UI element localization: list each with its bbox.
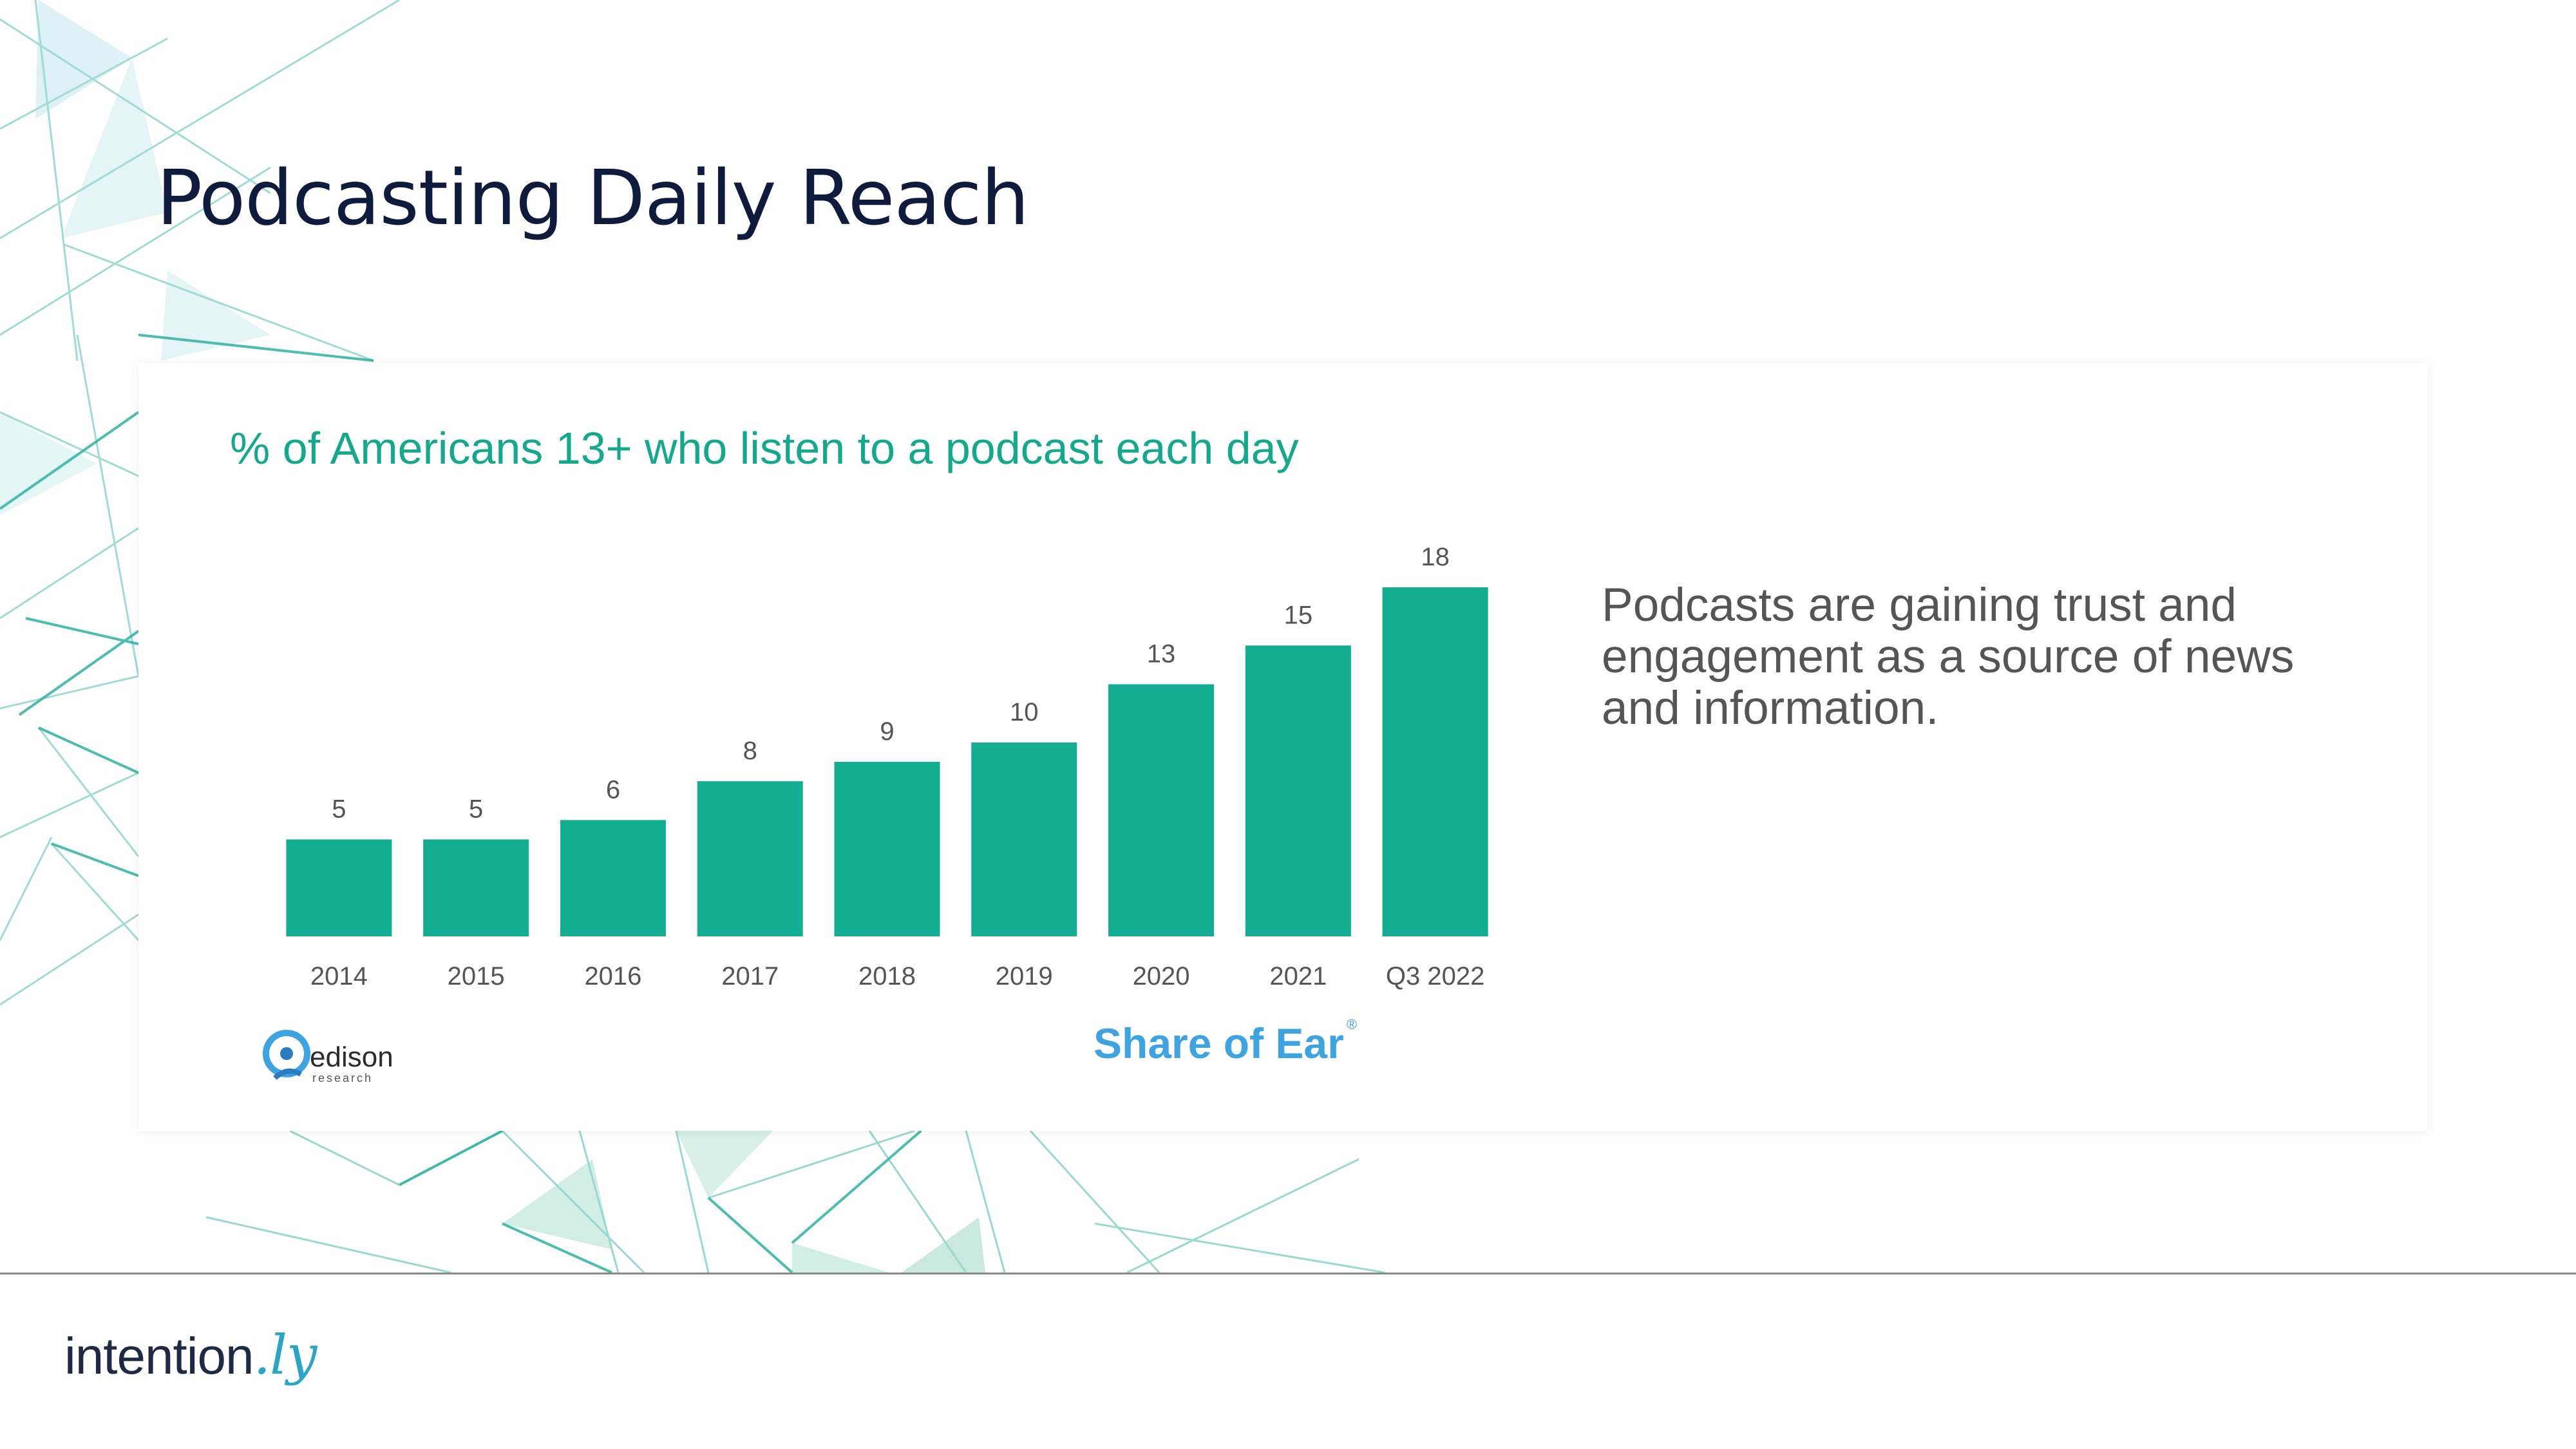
x-tick-label: 2014 (310, 962, 368, 990)
bar-chart: 5 2014 5 2015 6 2016 8 2017 9 2018 10 2019 13 2020 15 2… (286, 543, 1488, 990)
bar-2014 (286, 839, 392, 936)
x-tick-label: 2015 (448, 962, 505, 990)
x-tick-label: 2018 (858, 962, 916, 990)
brand-name: intention (64, 1327, 254, 1385)
intentionly-logo: intention.ly (64, 1323, 317, 1387)
x-tick-label: 2020 (1133, 962, 1190, 990)
data-label: 13 (1147, 640, 1176, 668)
registered-mark: ® (1346, 1016, 1358, 1032)
chart-title: % of Americans 13+ who listen to a podca… (230, 423, 1299, 473)
bar-2016 (560, 820, 666, 936)
data-label: 18 (1421, 543, 1450, 571)
bar-2017 (697, 781, 803, 936)
share-of-ear-text: Share of Ear (1094, 1019, 1344, 1067)
pattern-left-strong (0, 334, 374, 877)
data-label: 6 (606, 775, 620, 804)
slide-note: Podcasts are gaining trust and engagemen… (1602, 579, 2295, 734)
bar-2018 (834, 762, 940, 936)
data-label: 8 (743, 737, 757, 765)
edison-logo-text: edison (310, 1041, 393, 1073)
pattern-bottom-strong (399, 1130, 922, 1274)
bar-2015 (423, 839, 529, 936)
bar-2021 (1245, 645, 1351, 936)
x-tick-label: 2019 (996, 962, 1053, 990)
edison-research-logo: edison research (263, 1030, 393, 1084)
data-label: 9 (880, 717, 894, 746)
edison-logo-subtext: research (312, 1072, 373, 1084)
data-label: 5 (332, 795, 346, 823)
data-label: 5 (469, 795, 483, 823)
footer-divider (0, 1273, 2576, 1274)
bar-2019 (971, 742, 1077, 936)
x-tick-label: 2021 (1269, 962, 1327, 990)
bar-2020 (1108, 684, 1215, 936)
data-label: 10 (1010, 698, 1039, 726)
slide-title: Podcasting Daily Reach (156, 153, 1029, 242)
brand-tld: .ly (253, 1323, 317, 1387)
share-of-ear-logo: Share of Ear ® (1094, 1016, 1358, 1068)
x-tick-label: 2016 (584, 962, 641, 990)
data-label: 15 (1284, 601, 1313, 629)
x-tick-label: Q3 2022 (1386, 962, 1484, 990)
bar-q3-2022 (1382, 587, 1488, 936)
pattern-bottom (205, 1130, 1385, 1274)
chart-card: % of Americans 13+ who listen to a podca… (138, 363, 2428, 1131)
x-tick-label: 2017 (721, 962, 779, 990)
